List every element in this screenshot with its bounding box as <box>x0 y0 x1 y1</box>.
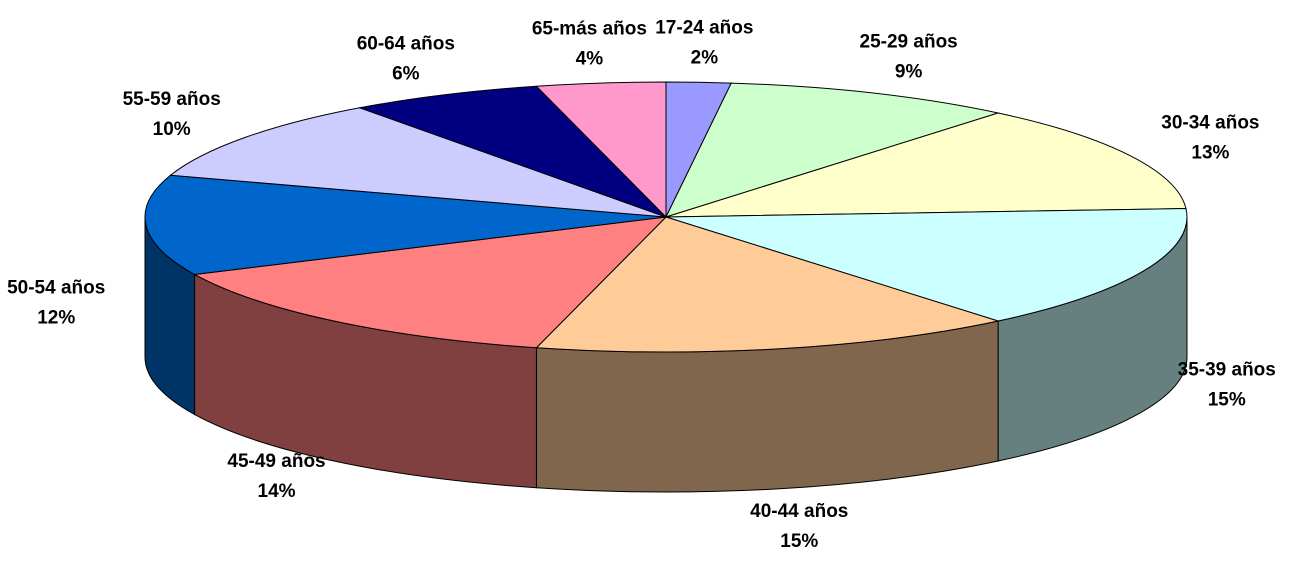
slice <box>665 82 1001 218</box>
slice <box>192 216 668 349</box>
category-label: 17-24 años <box>655 17 753 38</box>
slice <box>144 174 667 275</box>
value-label: 2% <box>691 47 719 68</box>
category-label: 55-59 años <box>123 89 221 110</box>
slice <box>535 81 667 219</box>
category-label: 35-39 años <box>1178 359 1276 380</box>
value-label: 9% <box>895 61 923 82</box>
value-label: 4% <box>576 48 604 69</box>
category-label: 40-44 años <box>750 501 848 522</box>
value-label: 14% <box>258 481 296 502</box>
slice <box>535 216 1001 353</box>
category-label: 45-49 años <box>227 451 325 472</box>
category-label: 25-29 años <box>860 31 958 52</box>
value-label: 15% <box>1208 389 1246 410</box>
value-label: 6% <box>392 64 420 85</box>
value-label: 10% <box>153 119 191 140</box>
slice <box>357 85 667 218</box>
category-label: 60-64 años <box>357 34 455 55</box>
value-label: 13% <box>1191 143 1229 164</box>
category-label: 30-34 años <box>1161 113 1259 134</box>
slice <box>665 208 1188 322</box>
value-label: 12% <box>37 307 75 328</box>
category-label: 65-más años <box>532 18 647 39</box>
value-label: 15% <box>780 531 818 552</box>
slice <box>665 112 1187 218</box>
slice <box>169 107 667 218</box>
category-label: 50-54 años <box>7 277 105 298</box>
